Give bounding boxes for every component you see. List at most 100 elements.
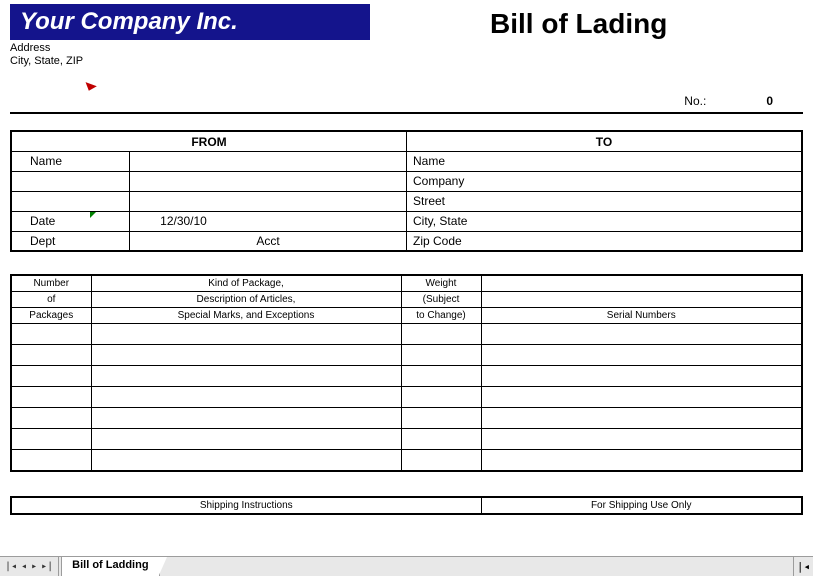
col-serial-h2 [481,292,802,308]
comment-indicator-icon [83,82,97,93]
from-blank-label2 [11,191,130,211]
items-cell[interactable] [11,429,91,450]
no-label: No.: [684,94,706,108]
nav-next-icon[interactable]: ▸ [30,561,38,572]
table-row: Dept Acct Zip Code [11,231,802,251]
to-name[interactable]: Name [406,151,802,171]
table-header-row: FROM TO [11,131,802,151]
col-serial-h1 [481,275,802,292]
items-cell[interactable] [91,387,401,408]
items-cell[interactable] [401,450,481,471]
items-header-row-1: Number Kind of Package, Weight [11,275,802,292]
from-date-value[interactable]: 12/30/10 [130,211,407,231]
items-cell[interactable] [481,408,802,429]
items-cell[interactable] [481,345,802,366]
items-cell[interactable] [11,324,91,345]
scroll-left-icon[interactable]: |◂ [793,557,813,576]
from-header: FROM [11,131,406,151]
items-cell[interactable] [91,429,401,450]
from-to-table: FROM TO Name Name Company Street Date 12… [10,130,803,252]
items-cell[interactable] [401,429,481,450]
items-cell[interactable] [11,387,91,408]
items-cell[interactable] [401,408,481,429]
from-name-value[interactable] [130,151,407,171]
col-weight-h1: Weight [401,275,481,292]
to-street[interactable]: Street [406,191,802,211]
date-label-text: Date [30,214,55,228]
company-name-box: Your Company Inc. [10,4,370,40]
items-cell[interactable] [91,366,401,387]
tab-nav-buttons: |◂ ◂ ▸ ▸| [0,557,59,576]
worksheet: Your Company Inc. Bill of Lading Address… [0,0,813,515]
col-packages-h2: of [11,292,91,308]
address-line-2: City, State, ZIP [10,55,803,68]
items-header-row-2: of Description of Articles, (Subject [11,292,802,308]
items-cell[interactable] [91,324,401,345]
address-line-1: Address [10,42,803,55]
from-date-label: Date [11,211,130,231]
header-row: Your Company Inc. Bill of Lading [10,4,803,40]
from-name-label: Name [11,151,130,171]
document-title: Bill of Lading [490,8,667,40]
items-cell[interactable] [11,450,91,471]
items-cell[interactable] [481,450,802,471]
from-blank-label [11,171,130,191]
items-cell[interactable] [11,345,91,366]
col-description-h3: Special Marks, and Exceptions [91,308,401,324]
shipping-use-only-header: For Shipping Use Only [481,497,802,514]
from-blank-value2[interactable] [130,191,407,211]
items-row [11,324,802,345]
items-cell[interactable] [401,387,481,408]
col-serial-h3: Serial Numbers [481,308,802,324]
items-row [11,345,802,366]
col-description-h1: Kind of Package, [91,275,401,292]
from-acct-label: Acct [130,231,407,251]
sheet-tab-active[interactable]: Bill of Ladding [61,557,159,576]
items-row [11,429,802,450]
shipping-table: Shipping Instructions For Shipping Use O… [10,496,803,515]
items-cell[interactable] [91,408,401,429]
table-row: Date 12/30/10 City, State [11,211,802,231]
to-city-state[interactable]: City, State [406,211,802,231]
sheet-tab-bar: |◂ ◂ ▸ ▸| Bill of Ladding |◂ [0,556,813,576]
from-blank-value[interactable] [130,171,407,191]
items-cell[interactable] [481,324,802,345]
divider [10,112,803,114]
nav-last-icon[interactable]: ▸| [40,561,54,572]
items-cell[interactable] [91,345,401,366]
items-cell[interactable] [91,450,401,471]
to-header: TO [406,131,802,151]
from-dept-label: Dept [11,231,130,251]
items-cell[interactable] [401,345,481,366]
items-cell[interactable] [401,324,481,345]
to-company[interactable]: Company [406,171,802,191]
company-address: Address City, State, ZIP [10,42,803,68]
no-value: 0 [766,94,773,108]
items-cell[interactable] [11,408,91,429]
items-header-row-3: Packages Special Marks, and Exceptions t… [11,308,802,324]
document-number-row: No.: 0 [10,94,803,108]
items-row [11,450,802,471]
col-weight-h2: (Subject [401,292,481,308]
nav-prev-icon[interactable]: ◂ [20,561,28,572]
col-packages-h3: Packages [11,308,91,324]
items-cell[interactable] [481,387,802,408]
items-cell[interactable] [401,366,481,387]
items-row [11,366,802,387]
items-row [11,387,802,408]
col-packages-h1: Number [11,275,91,292]
items-row [11,408,802,429]
to-zip[interactable]: Zip Code [406,231,802,251]
col-weight-h3: to Change) [401,308,481,324]
shipping-header-row: Shipping Instructions For Shipping Use O… [11,497,802,514]
nav-first-icon[interactable]: |◂ [4,561,18,572]
items-cell[interactable] [11,366,91,387]
table-row: Company [11,171,802,191]
items-table: Number Kind of Package, Weight of Descri… [10,274,803,472]
table-row: Street [11,191,802,211]
error-indicator-icon [90,212,96,218]
table-row: Name Name [11,151,802,171]
col-description-h2: Description of Articles, [91,292,401,308]
items-cell[interactable] [481,366,802,387]
items-cell[interactable] [481,429,802,450]
